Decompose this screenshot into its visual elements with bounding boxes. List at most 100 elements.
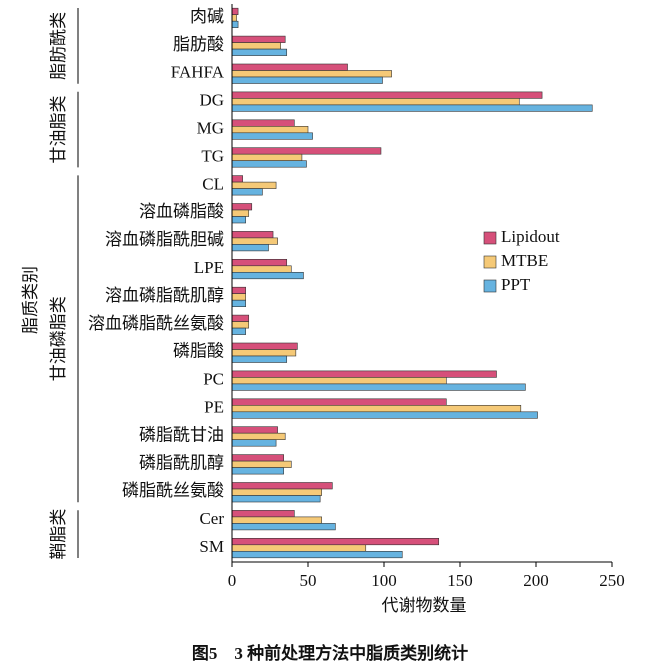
bar <box>231 70 392 78</box>
bar <box>231 544 367 552</box>
y-tick-label: 磷脂酰甘油 <box>139 425 224 444</box>
bar <box>231 42 281 50</box>
y-tick-label: LPE <box>194 258 224 277</box>
group-label: 脂肪酰类 <box>49 12 68 80</box>
bar <box>231 132 313 140</box>
bar <box>231 119 295 127</box>
bar <box>231 460 292 468</box>
bar <box>231 216 246 224</box>
legend-label: Lipidout <box>501 227 560 246</box>
bar <box>231 516 322 524</box>
bar <box>231 104 593 112</box>
bar <box>231 537 440 546</box>
bar <box>231 398 447 406</box>
y-tick-label: TG <box>201 146 224 165</box>
group-label: 甘油脂类 <box>49 96 68 164</box>
group-label: 鞘脂类 <box>49 509 68 560</box>
x-tick-label: 50 <box>300 571 317 590</box>
caption: 图5 3 种前处理方法中脂质类别统计 <box>192 643 468 663</box>
bar <box>231 383 526 391</box>
y-tick-label: PC <box>203 370 224 389</box>
bar <box>231 342 298 350</box>
bar <box>231 314 250 322</box>
bar <box>231 20 239 29</box>
bar <box>231 188 263 196</box>
bar <box>231 160 307 168</box>
y-tick-label: 脂肪酸 <box>173 35 224 54</box>
x-tick-label: 100 <box>371 571 397 590</box>
bar <box>231 7 239 15</box>
bar <box>231 231 274 239</box>
bar <box>231 550 403 559</box>
bar <box>231 126 309 134</box>
bar <box>231 14 237 22</box>
y-tick-label: 溶血磷脂酰肌醇 <box>105 286 224 305</box>
x-axis-label: 代谢物数量 <box>382 596 467 615</box>
bar <box>231 327 246 335</box>
y-tick-label: PE <box>204 397 224 416</box>
bar <box>231 349 297 357</box>
y-tick-label: MG <box>197 118 224 137</box>
bar <box>231 35 286 43</box>
y-tick-label: FAHFA <box>171 63 225 82</box>
y-tick-label: SM <box>199 537 224 556</box>
y-tick-label: DG <box>199 91 224 110</box>
bar <box>231 432 286 441</box>
bar <box>231 495 321 503</box>
bar <box>231 454 284 462</box>
bar <box>231 355 288 363</box>
bar <box>231 321 250 329</box>
bar <box>231 523 336 531</box>
bar <box>231 293 246 301</box>
bar <box>231 377 447 385</box>
bar <box>231 265 292 273</box>
bar <box>231 98 520 106</box>
bar <box>231 203 253 211</box>
x-tick-label: 200 <box>523 571 549 590</box>
bar <box>231 510 295 518</box>
y-tick-label: Cer <box>199 509 224 528</box>
legend-label: PPT <box>501 275 531 294</box>
x-tick-label: 150 <box>447 571 473 590</box>
bar <box>231 244 269 252</box>
y-tick-label: 溶血磷脂酰丝氨酸 <box>88 314 224 333</box>
bar <box>231 48 288 56</box>
bar <box>231 76 383 84</box>
y-tick-label: 磷脂酰丝氨酸 <box>122 481 224 500</box>
bar <box>231 237 278 245</box>
bar <box>231 153 303 161</box>
bar <box>231 439 277 447</box>
bar <box>231 91 543 99</box>
bar <box>231 482 333 490</box>
bar <box>231 299 246 308</box>
bar <box>231 209 250 217</box>
x-tick-label: 250 <box>599 571 625 590</box>
bar <box>231 411 538 419</box>
y-tick-label: 磷脂酰肌醇 <box>139 453 224 472</box>
legend-swatch <box>483 255 497 269</box>
bar <box>231 271 304 280</box>
bar <box>231 181 277 189</box>
y-tick-label: 溶血磷脂酰胆碱 <box>105 230 224 249</box>
group-label: 甘油磷脂类 <box>49 296 68 381</box>
bar <box>231 258 288 267</box>
x-tick-label: 0 <box>228 571 237 590</box>
bar <box>231 488 322 496</box>
legend-swatch <box>483 279 497 293</box>
legend-label: MTBE <box>501 251 548 270</box>
bar <box>231 426 278 434</box>
bar <box>231 370 497 378</box>
y-tick-label: 溶血磷脂酸 <box>139 202 224 221</box>
bar <box>231 147 382 155</box>
bar <box>231 286 246 295</box>
bar <box>231 467 284 475</box>
y-tick-label: CL <box>202 174 224 193</box>
y-tick-label: 磷脂酸 <box>173 342 224 361</box>
bar <box>231 175 243 183</box>
bar <box>231 404 522 413</box>
y-axis-label: 脂质类别 <box>21 266 40 334</box>
legend-swatch <box>483 231 497 245</box>
bar <box>231 63 348 71</box>
y-tick-label: 肉碱 <box>190 7 224 26</box>
